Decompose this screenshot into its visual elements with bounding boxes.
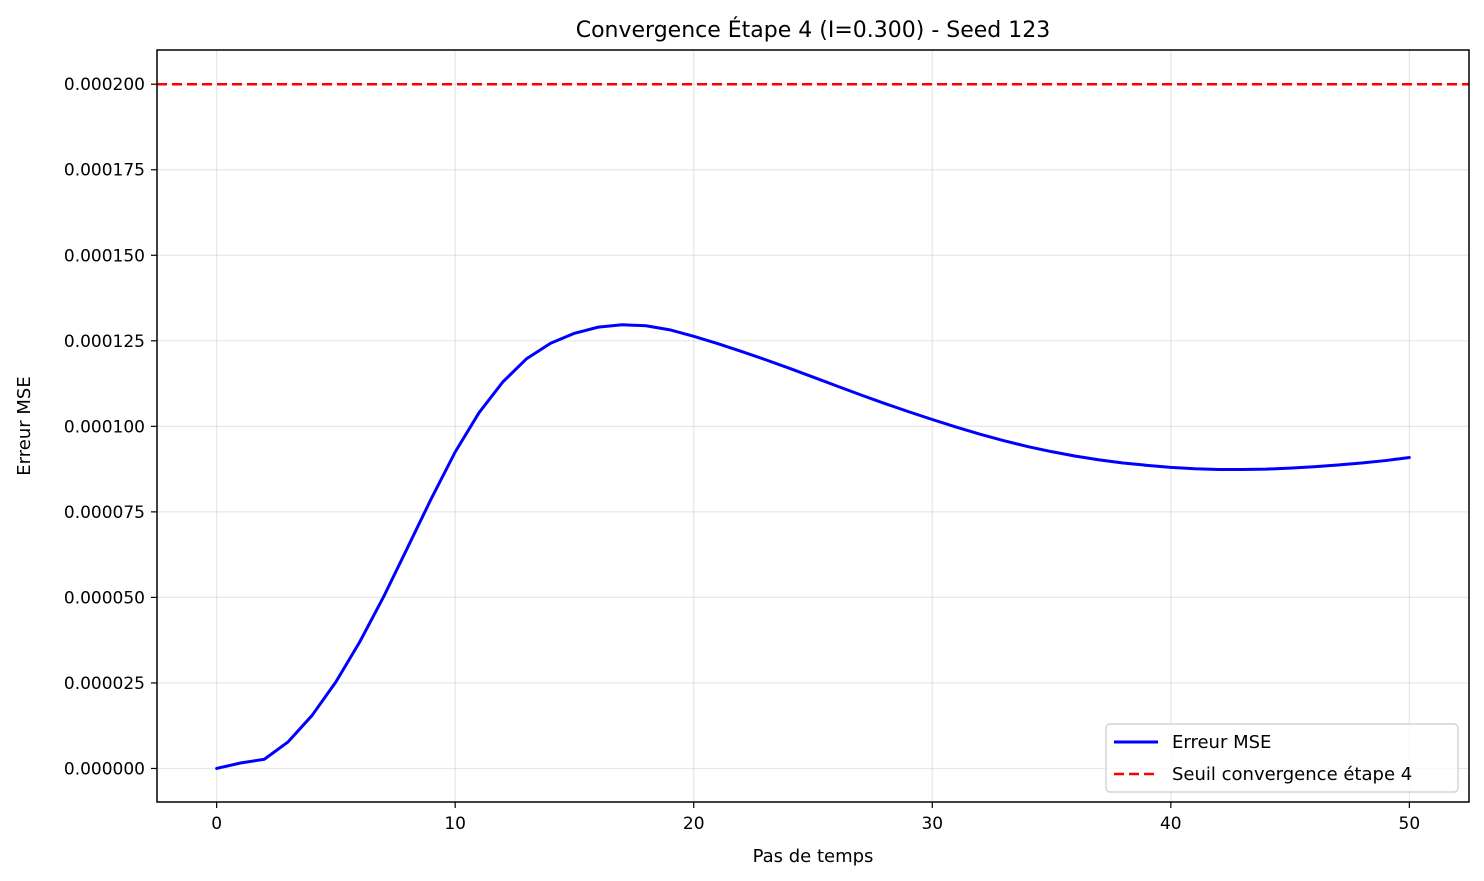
x-axis-ticks: 0 10 20 30 40 50 [211,802,1420,834]
legend-label-erreur-mse: Erreur MSE [1172,732,1271,753]
y-tick-label: 0.000150 [64,246,145,266]
plot-area [157,82,1469,770]
axes-frame [156,49,1470,803]
chart-title: Convergence Étape 4 (I=0.300) - Seed 123 [576,17,1051,43]
y-tick-label: 0.000125 [64,332,145,352]
y-axis-label: Erreur MSE [14,376,35,475]
y-tick-label: 0.000175 [64,161,145,181]
y-tick-label: 0.000075 [64,503,145,523]
legend-box [1105,723,1459,793]
x-axis-label: Pas de temps [753,846,874,867]
grid [157,50,1469,802]
mse-series-line [215,323,1411,770]
x-tick-label: 10 [444,814,466,834]
y-tick-label: 0.000200 [64,75,145,95]
x-tick-label: 0 [211,814,222,834]
y-tick-label: 0.000050 [64,588,145,608]
x-tick-label: 40 [1160,814,1182,834]
x-tick-label: 20 [683,814,705,834]
legend: Erreur MSE Seuil convergence étape 4 [1105,723,1459,793]
y-tick-label: 0.000000 [64,759,145,779]
x-tick-label: 30 [921,814,943,834]
legend-label-seuil: Seuil convergence étape 4 [1172,764,1412,785]
y-tick-label: 0.000100 [64,417,145,437]
y-tick-label: 0.000025 [64,674,145,694]
x-tick-label: 50 [1399,814,1421,834]
y-axis-ticks: 0.000000 0.000025 0.000050 0.000075 0.000100… [64,75,157,779]
